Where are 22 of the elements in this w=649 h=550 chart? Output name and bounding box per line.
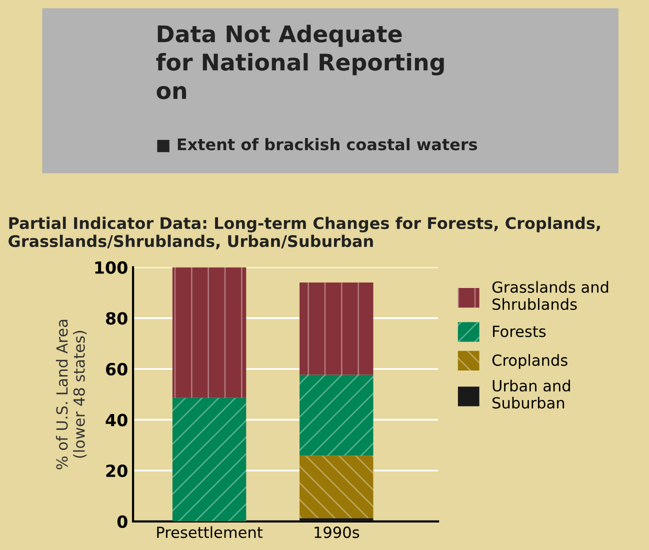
legend-label: Forests — [493, 326, 546, 338]
bar — [300, 282, 374, 375]
y-tick-label: 80 — [106, 312, 128, 325]
legend-label: Grasslands and Shrublands — [492, 281, 608, 310]
y-tick-label: 20 — [106, 464, 128, 478]
y-tick-label: 40 — [106, 414, 128, 426]
y-tick-label: 60 — [106, 362, 128, 376]
bar — [300, 518, 374, 522]
text: Data Not Adequate for National Reporting on — [156, 24, 444, 100]
y-tick-label: 0 — [117, 515, 128, 528]
y-tick-label: 100 — [95, 261, 128, 274]
bar — [172, 267, 246, 398]
x-tick-label: 1990s — [314, 526, 360, 538]
bar — [300, 374, 374, 456]
legend-label: Croplands — [492, 354, 568, 369]
bar — [172, 398, 246, 522]
x-tick-label: Presettlement — [157, 526, 263, 538]
text: ■ Extent of brackish coastal waters — [157, 138, 478, 152]
bar — [300, 456, 374, 518]
legend-label: Urban and Suburban — [492, 380, 570, 409]
chart-title: Partial Indicator Data: Long-term Changes for Forests, Croplands, Grasslands/Shrublands, Urban/Suburban — [8, 216, 600, 250]
y-axis-title: % of U.S. Land Area (lower 48 states) — [56, 320, 87, 470]
